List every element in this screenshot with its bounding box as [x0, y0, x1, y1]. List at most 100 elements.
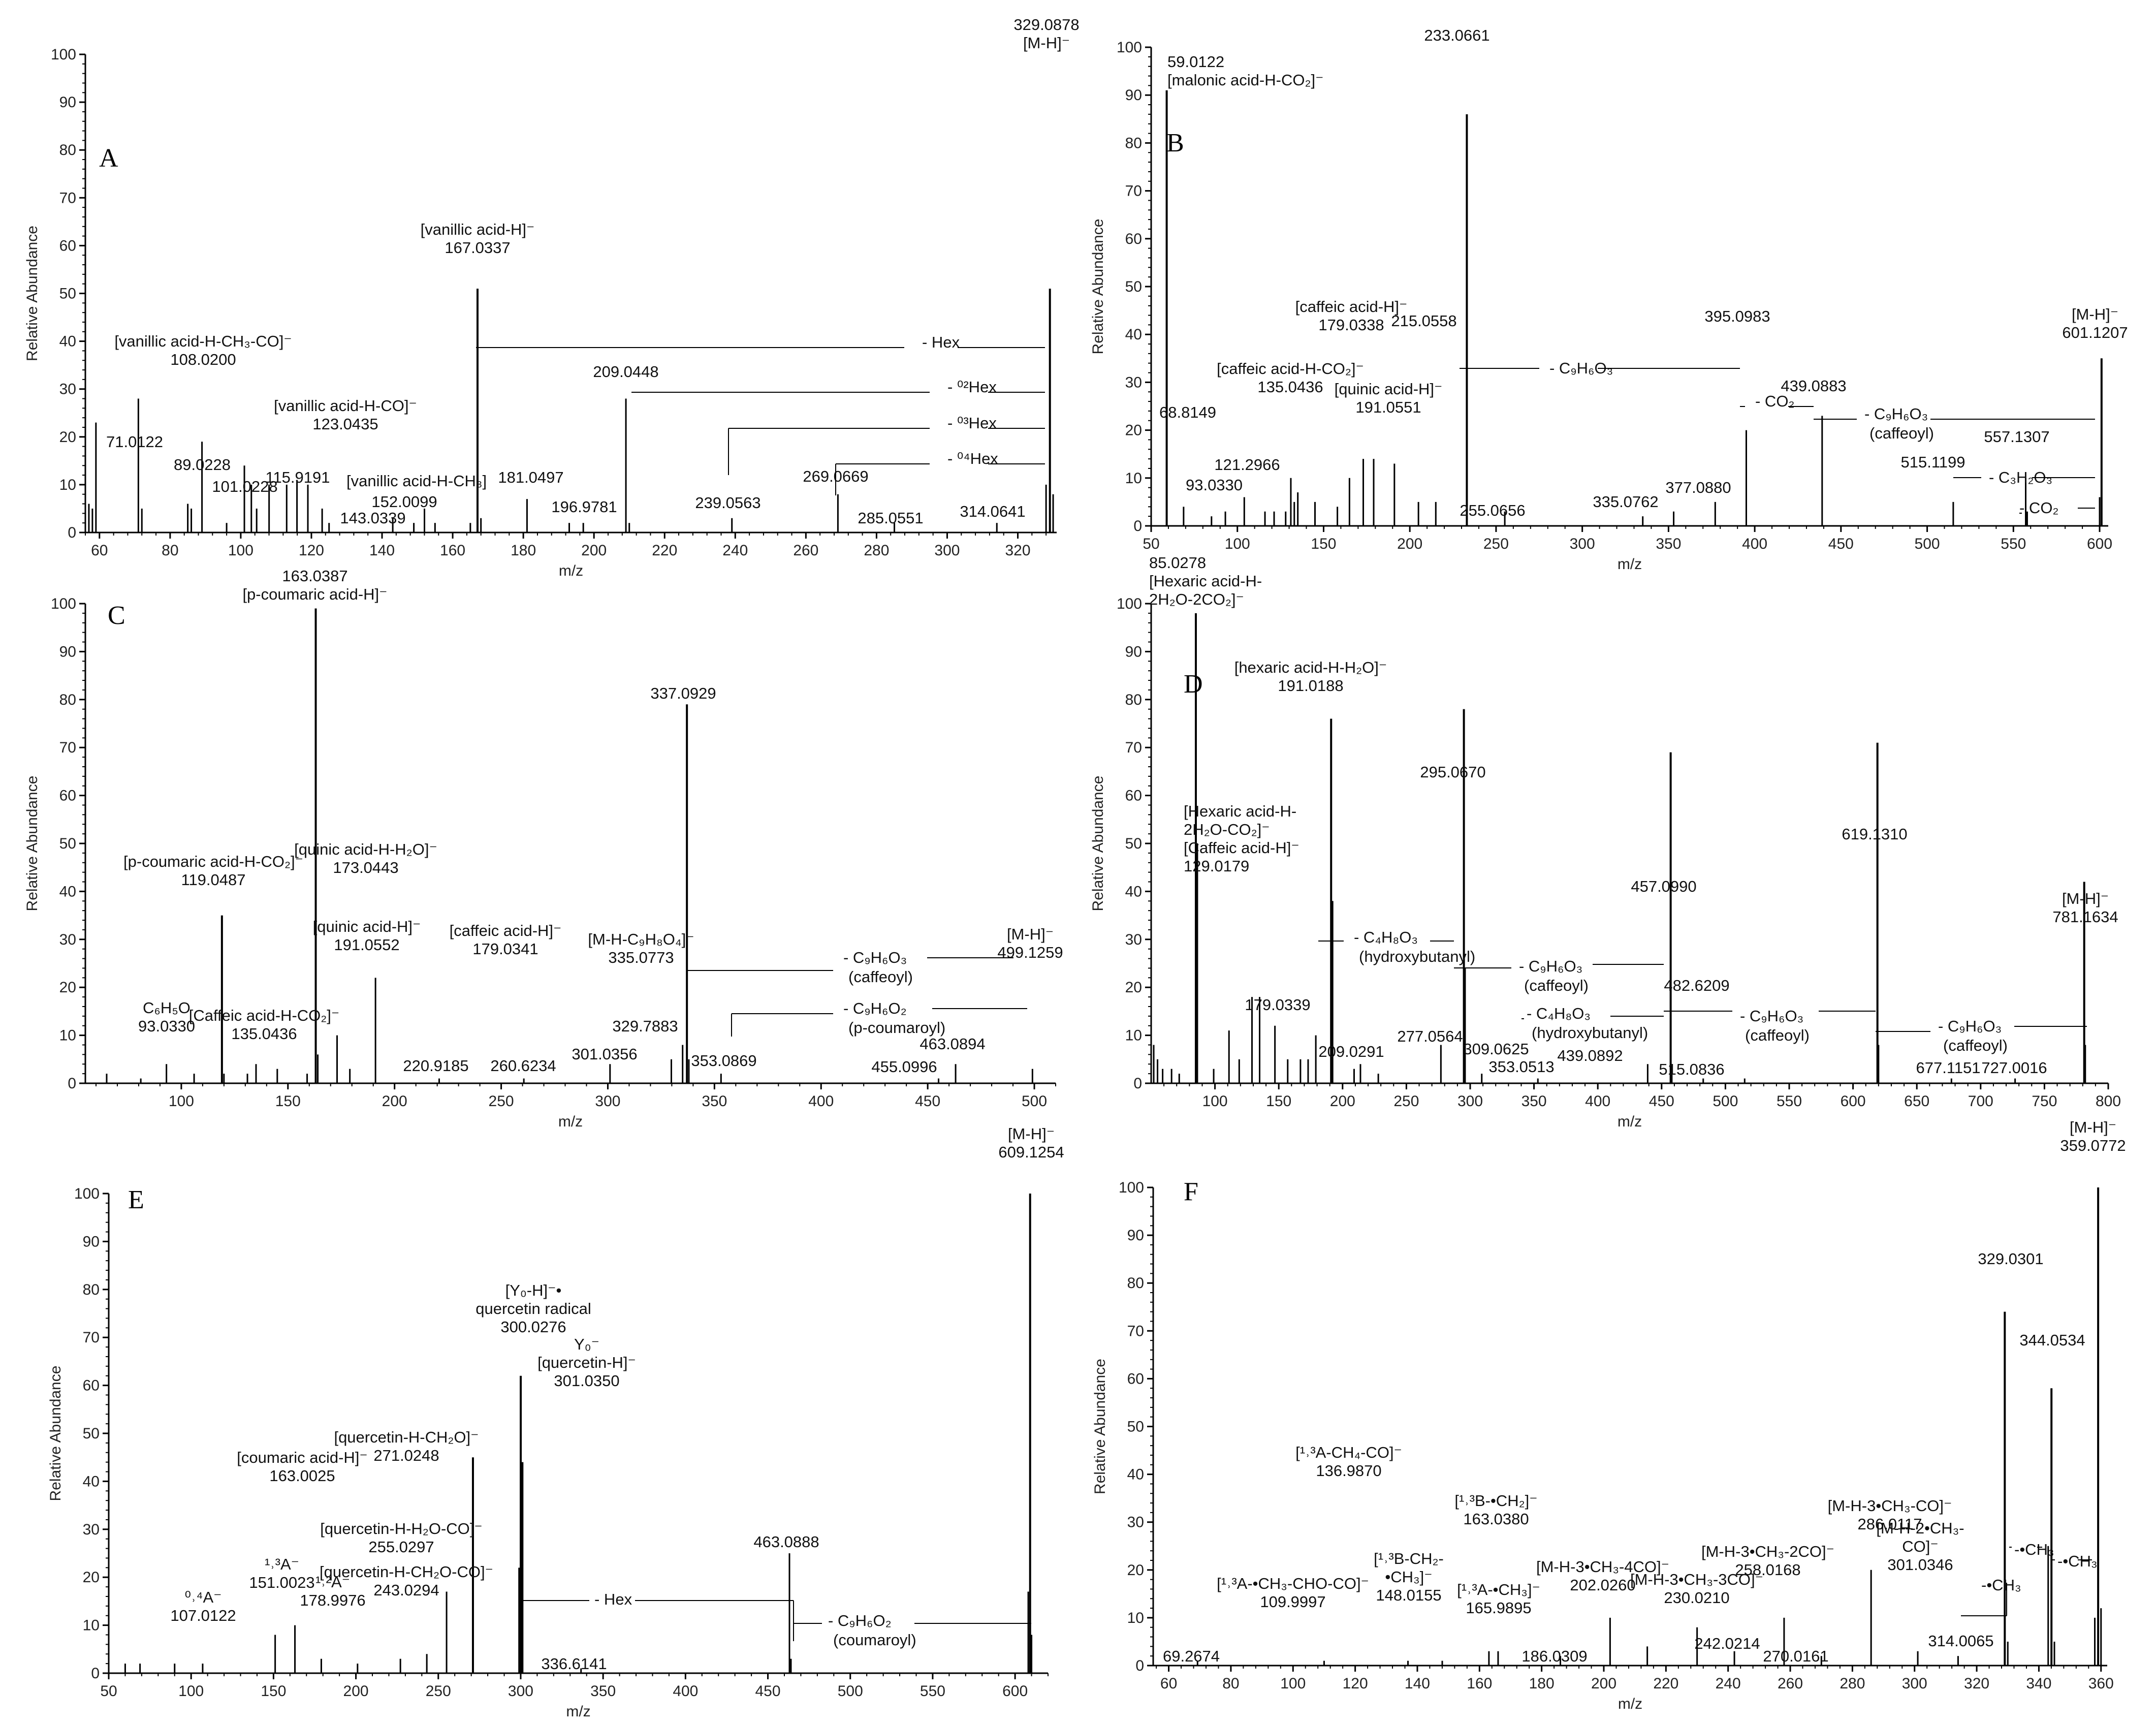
neutral-loss-sublabel: (caffeoyl) — [1943, 1037, 2008, 1054]
x-tick-label: 350 — [1521, 1093, 1547, 1110]
y-tick-label: 0 — [1133, 518, 1142, 535]
x-tick-label: 550 — [2001, 536, 2026, 552]
x-tick-label: 100 — [1202, 1093, 1228, 1110]
peak-annotation: 344.0534 — [2019, 1331, 2085, 1349]
y-tick-label: 100 — [1117, 595, 1142, 612]
y-tick-label: 30 — [1125, 374, 1142, 391]
peak-annotation: [M-H-3•CH₃-3CO]⁻ — [1630, 1571, 1763, 1588]
x-tick-label: 160 — [1467, 1675, 1492, 1692]
x-tick-label: 260 — [1778, 1675, 1803, 1692]
peak-annotation: [M-H]⁻ — [2070, 1118, 2116, 1136]
x-tick-label: 60 — [1160, 1675, 1177, 1692]
x-tick-label: 140 — [1405, 1675, 1430, 1692]
peak-annotation: [¹˒³A-•CH₃-CHO-CO]⁻ — [1217, 1575, 1369, 1592]
peak-annotation: 781.1634 — [2052, 908, 2118, 926]
peak-annotation: 165.9895 — [1466, 1599, 1531, 1617]
x-tick-label: 360 — [2088, 1675, 2114, 1692]
peak-annotation: [M-H-3•CH₃-2CO]⁻ — [1701, 1543, 1834, 1560]
peak-annotation: 277.0564 — [1397, 1027, 1463, 1045]
y-tick-label: 20 — [1125, 979, 1142, 996]
x-tick-label: 500 — [1713, 1093, 1738, 1110]
peak-annotation: 115.9191 — [266, 468, 330, 486]
peak-annotation: 242.0214 — [1694, 1635, 1760, 1652]
y-tick-label: 60 — [1125, 788, 1142, 804]
y-tick-label: 80 — [83, 1281, 100, 1298]
peak-annotation: 243.0294 — [373, 1581, 439, 1599]
peak-annotation: 209.0291 — [1318, 1043, 1384, 1060]
y-tick-label: 50 — [59, 835, 76, 852]
neutral-loss-label: - C₉H₆O₃ — [843, 949, 907, 966]
y-tick-label: 50 — [59, 286, 76, 302]
peak-annotation: 329.7883 — [612, 1017, 678, 1035]
x-tick-label: 550 — [1777, 1093, 1802, 1110]
peak-annotation: 152.0099 — [371, 493, 437, 511]
x-tick-label: 180 — [511, 542, 536, 559]
peak-annotation: 123.0435 — [312, 415, 378, 433]
y-tick-label: 80 — [1125, 692, 1142, 708]
x-tick-label: 500 — [1915, 536, 1940, 552]
peak-annotation: [quercetin-H-H₂O-CO]⁻ — [320, 1520, 483, 1538]
neutral-loss-sublabel: (caffeoyl) — [848, 968, 913, 986]
peak-annotation: [M-H-3•CH₃-CO]⁻ — [1828, 1497, 1952, 1515]
peak-annotation: [¹˒³B-CH₂- — [1374, 1550, 1444, 1568]
x-tick-label: 260 — [793, 542, 818, 559]
peak-annotation: [¹˒³A-•CH₃]⁻ — [1457, 1581, 1540, 1598]
x-tick-label: 220 — [652, 542, 677, 559]
peak-annotation: [p-coumaric acid-H-CO₂]⁻ — [123, 853, 303, 870]
y-tick-label: 10 — [59, 477, 76, 493]
x-tick-label: 300 — [1570, 536, 1595, 552]
panel-letter: D — [1184, 670, 1203, 699]
peak-annotation: 619.1310 — [1842, 825, 1907, 843]
peak-annotation: 68.8149 — [1159, 403, 1216, 421]
y-axis-label: Relative Abundance — [24, 226, 41, 361]
y-tick-label: 70 — [83, 1329, 100, 1346]
peak-annotation: [vanillic acid-H]⁻ — [421, 221, 535, 238]
y-tick-label: 20 — [83, 1569, 100, 1586]
peak-annotation: [Caffeic acid-H]⁻ — [1184, 839, 1299, 857]
peak-annotation: 85.0278 — [1149, 554, 1206, 572]
peak-annotation: 191.0188 — [1278, 677, 1343, 695]
peak-annotation: [M-H]⁻ — [1023, 34, 1070, 52]
x-tick-label: 140 — [369, 542, 395, 559]
neutral-loss-label: - C₄H₈O₃ — [1527, 1005, 1591, 1022]
peak-annotation: [quinic acid-H]⁻ — [313, 918, 421, 935]
neutral-loss-label: - C₄H₈O₃ — [1354, 928, 1418, 946]
peak-annotation: 482.6209 — [1664, 977, 1729, 994]
x-tick-label: 200 — [581, 542, 607, 559]
y-tick-label: 50 — [1125, 835, 1142, 852]
x-tick-label: 500 — [1022, 1093, 1047, 1110]
x-tick-label: 50 — [1143, 536, 1159, 552]
peak-annotation: ⁰˒⁴A⁻ — [184, 1588, 221, 1606]
peak-annotation: 129.0179 — [1184, 857, 1249, 875]
neutral-loss-label: - CO₂ — [1755, 392, 1794, 410]
y-axis-label: Relative Abundance — [1092, 1359, 1108, 1494]
x-tick-label: 600 — [2087, 536, 2112, 552]
peak-annotation: 186.0309 — [1521, 1647, 1587, 1665]
peak-annotation: 285.0551 — [858, 509, 923, 527]
x-tick-label: 50 — [100, 1683, 117, 1700]
x-tick-label: 120 — [1343, 1675, 1368, 1692]
peak-annotation: 515.0836 — [1659, 1060, 1724, 1078]
peak-annotation: [M-H-C₉H₈O₄]⁻ — [588, 930, 694, 948]
x-tick-label: 320 — [1964, 1675, 1989, 1692]
peak-annotation: [caffeic acid-H]⁻ — [1295, 298, 1408, 316]
x-tick-label: 180 — [1529, 1675, 1555, 1692]
x-tick-label: 500 — [838, 1683, 863, 1700]
panel-letter: B — [1166, 129, 1184, 158]
neutral-loss-label: -•CH₃ — [2057, 1552, 2098, 1570]
x-tick-label: 400 — [808, 1093, 834, 1110]
peak-annotation: 335.0773 — [608, 949, 674, 966]
peak-annotation: [quercetin-H-CH₂O]⁻ — [334, 1428, 479, 1446]
x-axis-label: m/z — [1618, 1696, 1642, 1712]
peak-annotation: CO]⁻ — [1902, 1538, 1938, 1555]
y-tick-label: 80 — [59, 142, 76, 159]
y-tick-label: 0 — [68, 1075, 76, 1092]
peak-annotation: [caffeic acid-H-CO₂]⁻ — [1217, 360, 1364, 378]
peak-annotation: [M-H-2•CH₃- — [1876, 1519, 1964, 1537]
peak-annotation: [quercetin-H]⁻ — [537, 1354, 636, 1371]
peak-annotation: 179.0341 — [472, 940, 538, 958]
peak-annotation: 2H₂O-CO₂]⁻ — [1184, 821, 1270, 838]
peak-annotation: 93.0330 — [1186, 476, 1243, 494]
peak-annotation: 101.0228 — [212, 478, 277, 495]
